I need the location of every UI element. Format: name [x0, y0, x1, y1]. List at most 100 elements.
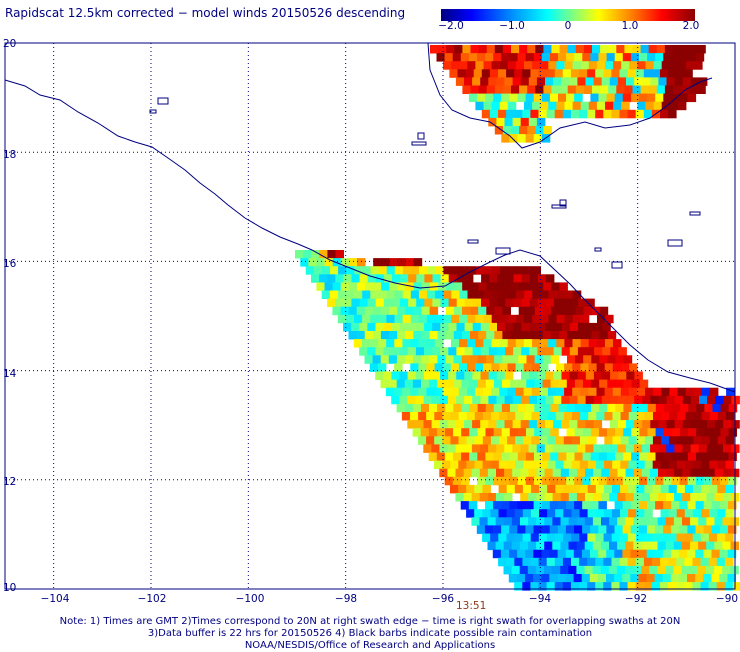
swath-cell	[572, 290, 582, 299]
swath-cell	[427, 290, 436, 299]
swath-cell	[372, 355, 382, 364]
swath-cell	[609, 468, 618, 478]
swath-cell	[550, 452, 559, 461]
swath-cell	[571, 509, 580, 518]
swath-cell	[607, 379, 616, 389]
swath-cell	[531, 387, 541, 397]
swath-cell	[673, 541, 683, 551]
swath-cell	[321, 266, 331, 275]
swath-cell	[677, 387, 686, 397]
swath-cell	[429, 306, 439, 316]
swath-cell	[495, 493, 505, 502]
swath-cells	[295, 45, 740, 591]
swath-cell	[500, 549, 510, 559]
swath-cell	[467, 363, 476, 372]
swath-cell	[490, 436, 500, 445]
swath-cell	[528, 117, 538, 127]
swath-cell	[600, 85, 609, 94]
swath-cell	[491, 61, 501, 70]
swath-cell	[587, 109, 596, 119]
swath-cell	[504, 371, 514, 380]
swath-cell	[612, 363, 622, 372]
swath-cell	[712, 452, 721, 461]
swath-cell	[623, 403, 632, 413]
swath-cell	[594, 347, 603, 356]
swath-cell	[557, 549, 567, 559]
swath-cell	[524, 266, 533, 275]
swath-cell	[440, 347, 449, 356]
swath-cell	[565, 525, 575, 534]
swath-cell	[511, 45, 520, 54]
swath-cell	[357, 258, 366, 267]
swath-cell	[717, 412, 727, 421]
swath-cell	[711, 574, 720, 583]
swath-cell	[468, 501, 478, 510]
swath-cell	[391, 347, 401, 356]
swath-cell	[431, 444, 440, 453]
swath-cell	[522, 509, 532, 518]
swath-cell	[581, 574, 591, 583]
swath-cell	[731, 420, 740, 429]
swath-cell	[484, 525, 494, 534]
swath-cell	[601, 444, 610, 453]
swath-cell	[577, 468, 586, 478]
swath-cell	[548, 101, 557, 111]
swath-cell	[505, 298, 514, 308]
swath-cell	[552, 493, 562, 502]
swath-cell	[509, 93, 518, 103]
swath-cell	[555, 436, 565, 445]
swath-cell	[724, 557, 734, 567]
swath-cell	[595, 557, 604, 567]
swath-cell	[585, 420, 594, 429]
swath-cell	[435, 314, 444, 324]
swath-cell	[637, 101, 646, 111]
swath-cell	[528, 77, 538, 86]
swath-cell	[628, 484, 637, 494]
swath-cell	[561, 77, 570, 86]
swath-cell	[556, 387, 565, 397]
swath-cell	[493, 525, 502, 534]
swath-cell	[558, 452, 567, 461]
swath-cell	[607, 355, 616, 364]
swath-cell	[423, 444, 432, 453]
swath-cell	[674, 420, 684, 429]
swath-cell	[547, 436, 557, 445]
swath-cell	[617, 541, 626, 551]
swath-cell	[537, 322, 546, 332]
swath-cell	[652, 460, 662, 470]
swath-cell	[706, 444, 716, 453]
swath-cell	[728, 476, 737, 486]
swath-cell	[525, 53, 535, 62]
swath-cell	[695, 549, 704, 559]
swath-cell	[456, 298, 466, 308]
swath-cell	[543, 126, 552, 135]
swath-cell	[714, 468, 724, 478]
swath-cell	[515, 412, 524, 421]
swath-cell	[481, 69, 491, 78]
swath-cell	[697, 45, 706, 54]
swath-cell	[539, 436, 548, 445]
swath-cell	[508, 574, 518, 583]
swath-cell	[693, 436, 702, 445]
swath-cell	[504, 493, 513, 502]
swath-cell	[676, 509, 686, 518]
swath-cell	[442, 436, 451, 445]
swath-cell	[542, 355, 552, 364]
swath-cell	[494, 331, 503, 340]
swath-cell	[519, 85, 528, 94]
swath-cell	[335, 298, 344, 308]
swath-cell	[513, 298, 522, 308]
swath-cell	[378, 266, 388, 275]
swath-cell	[480, 77, 489, 86]
swath-cell	[614, 476, 624, 486]
swath-cell	[601, 468, 610, 478]
swath-cell	[700, 533, 710, 542]
swath-cell	[554, 109, 564, 119]
swath-cell	[561, 347, 571, 356]
swath-cell	[630, 93, 640, 103]
swath-cell	[716, 557, 726, 567]
swath-cell	[539, 387, 549, 397]
swath-cell	[365, 282, 374, 291]
swath-cell	[585, 77, 594, 86]
